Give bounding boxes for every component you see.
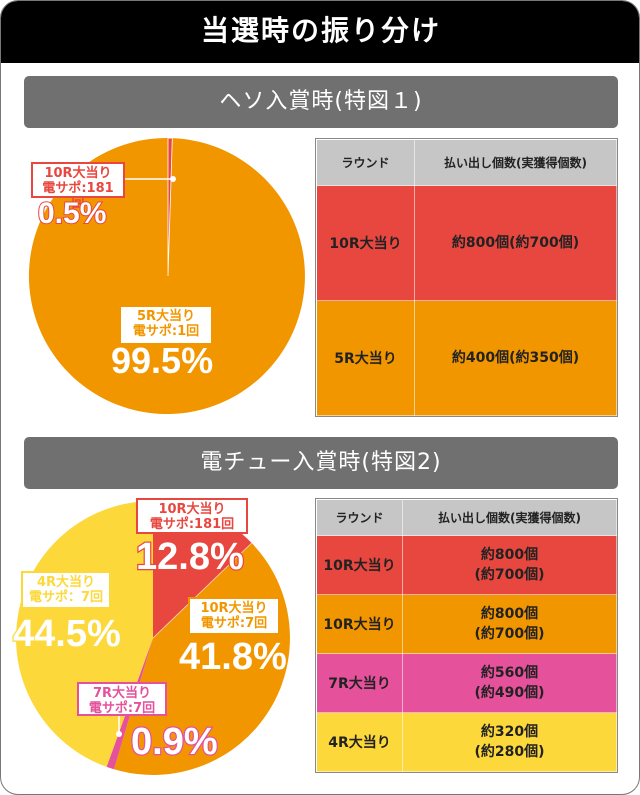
- table-row: 10R大当り 約800個 (約700個): [316, 594, 617, 654]
- pie2-label-10r-181: 10R大当り 電サポ:181回: [136, 498, 248, 534]
- pie2-percent-10r-181: 12.8%: [135, 536, 245, 578]
- pie1-slice-10r: [167, 137, 173, 277]
- pie2-label-4r: 4R大当り 電サポ：7回: [21, 571, 111, 609]
- column-header-round: ラウンド: [316, 499, 403, 536]
- section1-pie-chart: [28, 137, 305, 414]
- pie1-label-10r: 10R大当り 電サポ:181回: [31, 162, 125, 211]
- pie1-percent-10r: 0.5%: [37, 197, 107, 230]
- pie2-label-10r-7: 10R大当り 電サポ:7回: [188, 597, 280, 635]
- section1-heading: ヘソ入賞時(特図１): [24, 76, 618, 128]
- section1-payout-table: ラウンド 払い出し個数(実獲得個数) 10R大当り 約800個(約700個) 5…: [315, 138, 618, 417]
- pie2-percent-4r: 44.5%: [12, 613, 122, 655]
- column-header-payout: 払い出し個数(実獲得個数): [402, 499, 617, 536]
- table-header-row: ラウンド 払い出し個数(実獲得個数): [316, 139, 617, 186]
- pie1-percent-5r: 99.5%: [111, 340, 214, 381]
- table-row: 5R大当り 約400個(約350個): [316, 300, 617, 416]
- pie2-slice-10r-181: [153, 501, 252, 638]
- table-row: 10R大当り 約800個 (約700個): [316, 535, 617, 595]
- column-header-round: ラウンド: [316, 139, 415, 186]
- column-header-payout: 払い出し個数(実獲得個数): [414, 139, 617, 186]
- pie2-percent-7r: 0.9%: [130, 721, 219, 763]
- section2-heading: 電チュー入賞時(特図2): [24, 437, 618, 489]
- table-header-row: ラウンド 払い出し個数(実獲得個数): [316, 499, 617, 536]
- pie2-percent-10r-7: 41.8%: [178, 636, 288, 678]
- table-row: 7R大当り 約560個 (約490個): [316, 653, 617, 713]
- section2-payout-table: ラウンド 払い出し個数(実獲得個数) 10R大当り 約800個 (約700個) …: [315, 498, 618, 773]
- table-row: 4R大当り 約320個 (約280個): [316, 712, 617, 772]
- pie1-slice-5r: [28, 137, 305, 414]
- page-title: 当選時の振り分け: [1, 1, 639, 63]
- table-row: 10R大当り 約800個(約700個): [316, 185, 617, 301]
- pie1-label-5r: 5R大当り 電サポ:1回: [121, 307, 211, 343]
- pie2-label-7r: 7R大当り 電サポ:7回: [77, 682, 167, 716]
